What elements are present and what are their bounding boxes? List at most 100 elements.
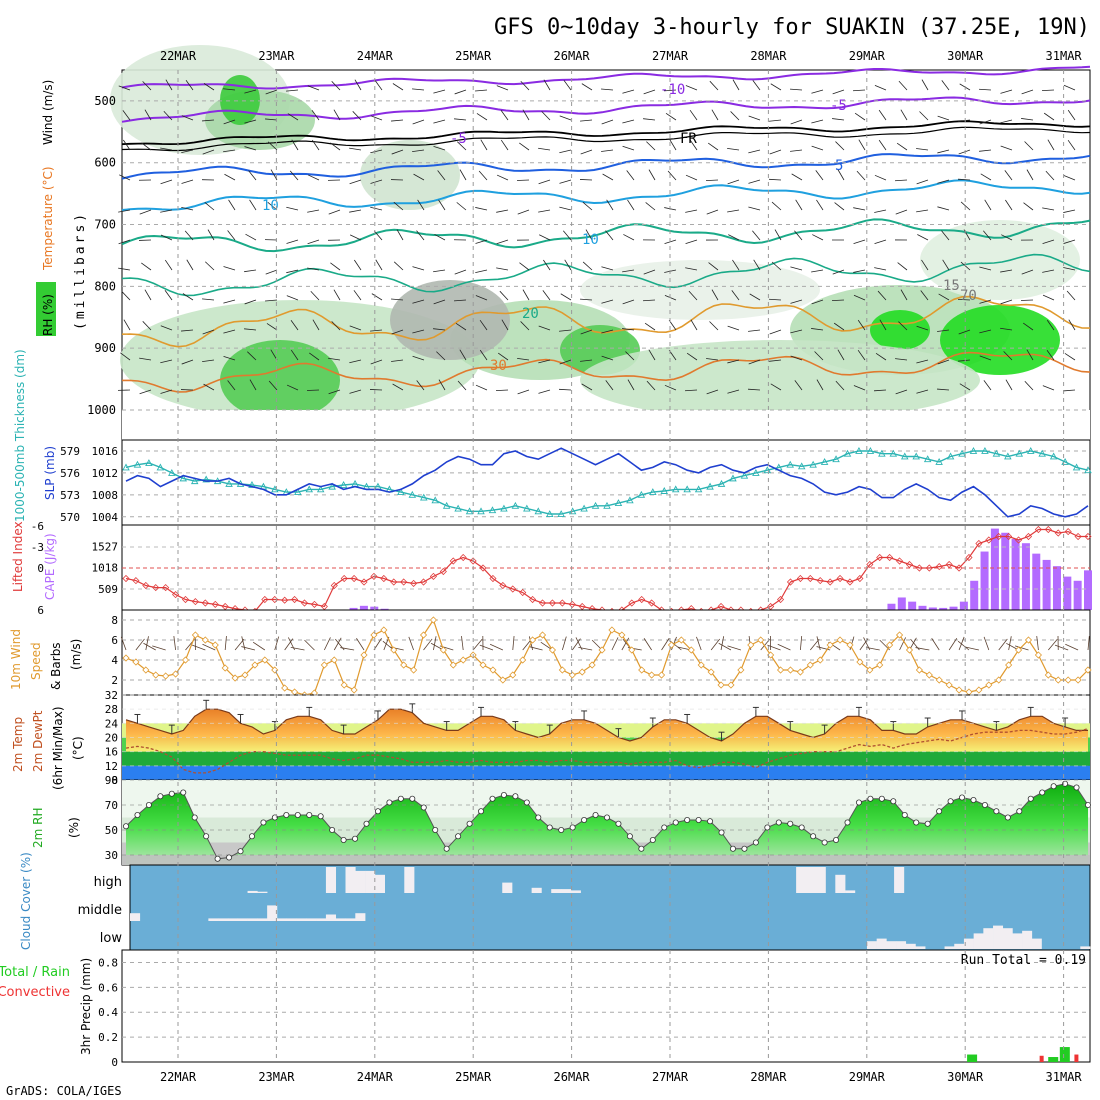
wind-barb: [560, 293, 572, 301]
wind-barb: [519, 262, 530, 271]
wind10m-barb: [965, 646, 979, 651]
thickness-point: [534, 507, 543, 515]
wind-barb: [937, 329, 950, 332]
cape-bar: [887, 603, 896, 610]
li-point: [568, 600, 576, 608]
slp-tick-label: 1004: [92, 511, 119, 524]
wind-barb: [684, 389, 698, 392]
li-point: [291, 595, 299, 604]
li-point: [132, 577, 140, 585]
wind10m-point: [241, 671, 249, 679]
wind-barb: [834, 202, 845, 211]
thickness-tick-label: 576: [60, 467, 80, 480]
cape-bar: [970, 580, 979, 610]
date-label-bottom: 29MAR: [849, 1070, 886, 1084]
page-title: GFS 0~10day 3-hourly for SUAKIN (37.25E,…: [494, 15, 1090, 40]
li-point: [519, 588, 527, 597]
li-point: [410, 579, 418, 587]
wind10m-point: [876, 661, 884, 669]
cloud-high-label: high: [94, 875, 122, 890]
wind-barb: [287, 113, 299, 121]
wind10m-barb: [720, 636, 725, 651]
wind-barb: [1020, 299, 1034, 301]
wind-barb: [454, 118, 467, 121]
wind-barb: [1021, 118, 1034, 121]
thickness-point: [511, 501, 520, 509]
rh-point: [626, 833, 633, 840]
date-label-top: 29MAR: [849, 49, 886, 63]
cape-bar: [1063, 576, 1072, 610]
wind-barb: [412, 266, 425, 271]
thickness-point: [420, 493, 428, 501]
wind-barb: [454, 89, 467, 95]
wind-barb: [459, 349, 467, 361]
wind10m-barb: [274, 636, 280, 651]
wind10m-barb: [915, 647, 930, 651]
wind-barb: [223, 329, 236, 334]
rh-point: [775, 819, 782, 826]
wind10m-point: [400, 661, 408, 669]
wind-barb: [582, 201, 593, 211]
rh-point: [718, 829, 725, 836]
wind-barb: [769, 329, 782, 335]
wind-barb: [748, 179, 761, 184]
thickness-point: [202, 475, 210, 483]
wind-barb: [622, 145, 635, 151]
rh-color-band: [122, 855, 1090, 865]
wind-barb: [1042, 385, 1055, 391]
wind-barb: [328, 389, 341, 395]
wind-barb: [958, 329, 971, 335]
wind-tick-label: 4: [111, 654, 118, 667]
wind-barb: [771, 261, 782, 271]
temperature-label: Temperature (°C): [41, 166, 55, 271]
rh-point: [729, 845, 736, 852]
wind-barb: [538, 325, 551, 331]
li-point: [1084, 532, 1092, 541]
wind-barb: [160, 209, 173, 213]
wind-barb: [353, 259, 362, 271]
wind-barb: [705, 179, 719, 182]
thickness-point: [671, 485, 680, 493]
wind-barb: [645, 202, 656, 211]
date-label-top: 30MAR: [947, 49, 984, 63]
wind10m-barb: [643, 638, 652, 651]
wind-barb: [1026, 169, 1034, 181]
rh-shade-region: [920, 220, 1080, 300]
wind-barb: [1063, 267, 1076, 271]
wind-barb: [202, 149, 215, 155]
wind-barb: [816, 379, 824, 391]
rh-point: [798, 824, 805, 831]
wind-barb: [816, 199, 824, 211]
wind-barb: [811, 328, 824, 331]
cloud-cover-label: Cloud Cover (%): [19, 852, 33, 950]
wind10m-barb: [578, 646, 593, 651]
temp-line: [125, 708, 1088, 742]
wind10m-point: [717, 681, 725, 689]
thickness-point: [969, 447, 978, 454]
thickness-point: [717, 479, 726, 487]
wind-barb: [667, 170, 677, 181]
wind-barb: [1042, 207, 1055, 211]
wind-barb: [202, 119, 215, 122]
rh-point: [592, 812, 599, 819]
thickness-point: [866, 447, 875, 454]
wind-barb: [375, 259, 383, 271]
rh-point: [546, 824, 553, 831]
wind-barb: [244, 328, 257, 331]
contour-label: -5: [450, 131, 467, 147]
wind-barb: [543, 259, 551, 271]
wind10m-barb: [433, 636, 437, 651]
rh-legend-swatch: [36, 282, 56, 336]
wind-barb: [979, 299, 992, 304]
temperature-contour: [121, 126, 1091, 152]
cape-bar: [359, 605, 368, 610]
cloud-bar-middle: [130, 913, 141, 921]
cloud-bar-low: [915, 946, 926, 949]
credit-label: GrADS: COLA/IGES: [6, 1084, 122, 1098]
cloud-bar-low: [1031, 938, 1042, 949]
wind-barb: [979, 266, 992, 271]
wind-barb: [144, 109, 152, 121]
wind10m-barb: [135, 638, 145, 651]
wind-barb: [960, 201, 971, 211]
rh-point: [317, 813, 324, 820]
